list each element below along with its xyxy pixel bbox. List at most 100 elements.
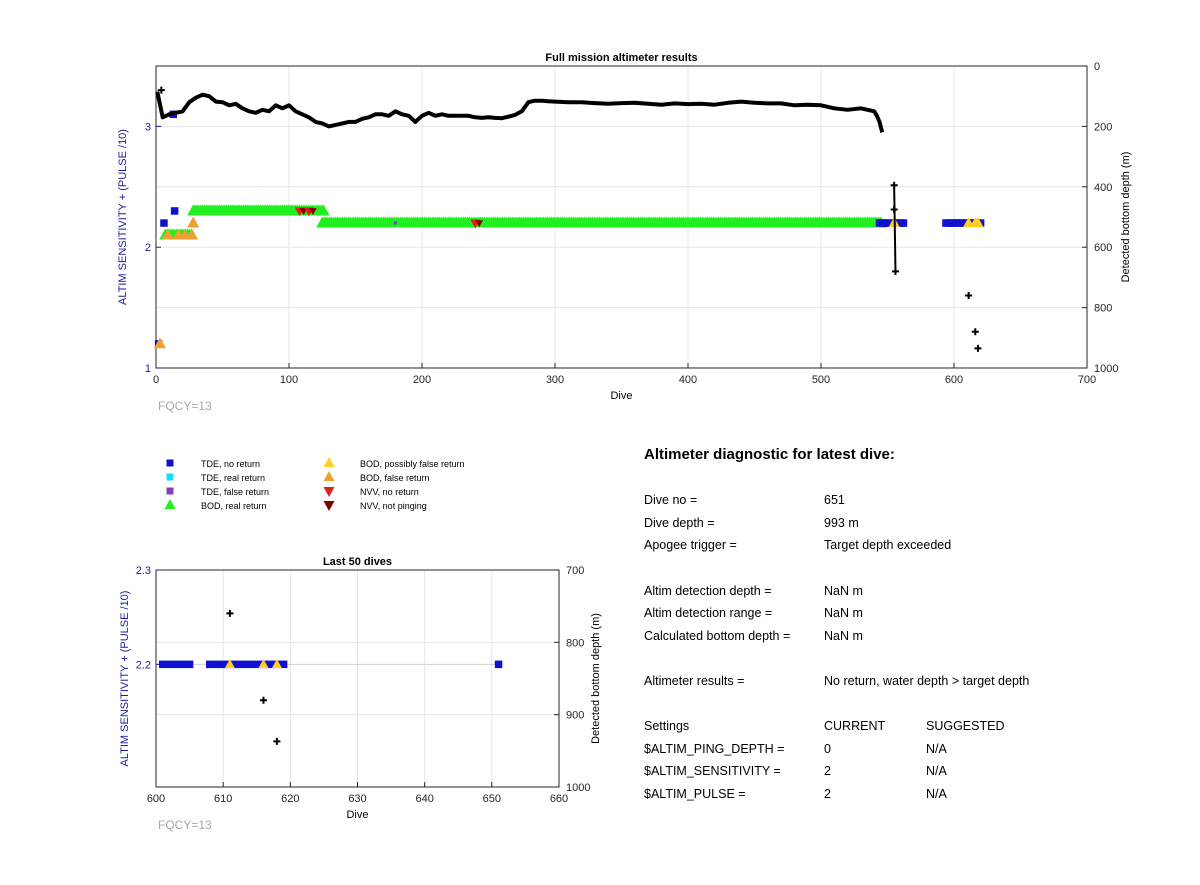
bod-possibly-false-marker bbox=[258, 658, 269, 668]
dive-no-value: 651 bbox=[824, 493, 845, 508]
x-tick-label: 600 bbox=[147, 793, 165, 805]
bod-false-return-marker bbox=[185, 228, 198, 240]
fqcy-note: FQCY=13 bbox=[158, 399, 212, 413]
tde-no-return-marker bbox=[165, 660, 174, 669]
results-row: Altimeter results = No return, water dep… bbox=[644, 670, 1164, 693]
bottom-depth-marker bbox=[890, 205, 898, 213]
tde-no-return-marker bbox=[279, 660, 288, 669]
x-tick-label: 650 bbox=[483, 793, 501, 805]
x-tick-label: 660 bbox=[550, 793, 568, 805]
x-tick-label: 640 bbox=[415, 793, 433, 805]
x-tick-label: 500 bbox=[812, 374, 830, 386]
legend-label: BOD, real return bbox=[201, 501, 267, 511]
bottom-depth-marker bbox=[259, 696, 267, 704]
y-axis-label: ALTIM SENSITIVITY + (PULSE /10) bbox=[119, 591, 131, 767]
tde-no-return-marker bbox=[239, 660, 248, 669]
bottom-depth-marker bbox=[157, 86, 165, 94]
bottom-depth-spike bbox=[893, 185, 897, 272]
setting-current: 0 bbox=[824, 741, 831, 756]
x-tick-label: 700 bbox=[1078, 374, 1096, 386]
settings-header-row: Settings CURRENT SUGGESTED bbox=[644, 715, 1164, 738]
bottom-depth-marker bbox=[891, 267, 899, 275]
legend-label: BOD, possibly false return bbox=[360, 459, 465, 469]
legend-label: TDE, no return bbox=[201, 459, 260, 469]
y2-axis-label: Detected bottom depth (m) bbox=[590, 613, 602, 744]
y2-axis-label: Detected bottom depth (m) bbox=[1120, 152, 1132, 283]
results-label: Altimeter results = bbox=[644, 674, 745, 689]
legend-marker bbox=[166, 459, 174, 467]
x-tick-label: 630 bbox=[348, 793, 366, 805]
bod-real-return-marker bbox=[317, 204, 330, 216]
setting-row-ping-depth: $ALTIM_PING_DEPTH = 0 N/A bbox=[644, 738, 1164, 761]
setting-suggested: N/A bbox=[926, 764, 947, 779]
x-tick-label: 610 bbox=[214, 793, 232, 805]
dive-no-row: Dive no = 651 bbox=[644, 489, 1164, 512]
y2-tick-label: 800 bbox=[566, 637, 584, 649]
legend-label: BOD, false return bbox=[360, 473, 430, 483]
setting-current: 2 bbox=[824, 764, 831, 779]
bod-possibly-false-marker bbox=[972, 217, 984, 228]
fqcy-note: FQCY=13 bbox=[158, 818, 212, 832]
tde-no-return-marker bbox=[170, 207, 179, 215]
calculated-depth-label: Calculated bottom depth = bbox=[644, 628, 791, 643]
dive-no-label: Dive no = bbox=[644, 493, 698, 508]
legend-label: NVV, not pinging bbox=[360, 501, 427, 511]
bod-possibly-false-marker bbox=[224, 658, 235, 668]
x-tick-label: 200 bbox=[413, 374, 431, 386]
x-tick-label: 400 bbox=[679, 374, 697, 386]
legend-marker bbox=[323, 501, 335, 511]
setting-row-sensitivity: $ALTIM_SENSITIVITY = 2 N/A bbox=[644, 760, 1164, 783]
settings-label: Settings bbox=[644, 719, 690, 734]
setting-name: $ALTIM_PULSE = bbox=[644, 787, 746, 802]
tde-no-return-marker bbox=[158, 660, 167, 669]
setting-suggested: N/A bbox=[926, 741, 947, 756]
legend-marker bbox=[323, 487, 335, 497]
bod-false-return-marker bbox=[153, 337, 167, 349]
legend-marker bbox=[323, 471, 335, 481]
tde-no-return-marker bbox=[246, 660, 254, 669]
x-tick-label: 300 bbox=[546, 374, 564, 386]
y2-tick-label: 1000 bbox=[1094, 363, 1118, 375]
tde-no-return-marker bbox=[172, 660, 180, 669]
diagnostic-panel: Altimeter diagnostic for latest dive: Di… bbox=[644, 446, 1164, 805]
diagnostic-title: Altimeter diagnostic for latest dive: bbox=[644, 446, 895, 463]
y-tick-label: 2.3 bbox=[136, 565, 151, 577]
tde-no-return-marker bbox=[160, 219, 168, 227]
nvv-not-pinging-marker bbox=[475, 220, 484, 228]
y2-tick-label: 800 bbox=[1094, 303, 1112, 315]
legend-marker bbox=[323, 457, 335, 467]
dive-depth-value: 993 m bbox=[824, 515, 859, 530]
bod-false-return-marker bbox=[161, 228, 175, 240]
setting-name: $ALTIM_PING_DEPTH = bbox=[644, 741, 785, 756]
setting-suggested: N/A bbox=[926, 787, 947, 802]
setting-row-pulse: $ALTIM_PULSE = 2 N/A bbox=[644, 783, 1164, 806]
bottom-depth-marker bbox=[226, 609, 234, 617]
current-header: CURRENT bbox=[824, 719, 886, 734]
tde-false-return-marker bbox=[393, 221, 397, 225]
detection-range-label: Altim detection range = bbox=[644, 606, 773, 621]
legend-label: NVV, no return bbox=[360, 487, 419, 497]
tde-no-return-marker bbox=[232, 660, 241, 669]
legend-marker bbox=[166, 487, 174, 495]
y-tick-label: 2.2 bbox=[136, 659, 151, 671]
bottom-depth-marker bbox=[273, 737, 281, 745]
x-tick-label: 100 bbox=[280, 374, 298, 386]
tde-no-return-marker bbox=[212, 660, 221, 669]
bod-false-return-marker bbox=[187, 216, 200, 228]
detection-range-row: Altim detection range = NaN m bbox=[644, 602, 1164, 625]
tde-no-return-marker bbox=[219, 660, 227, 669]
apogee-row: Apogee trigger = Target depth exceeded bbox=[644, 534, 1164, 557]
nvv-not-pinging-marker bbox=[309, 208, 317, 216]
legend-marker bbox=[166, 473, 174, 481]
tde-no-return-marker bbox=[266, 660, 274, 669]
tde-no-return-marker bbox=[494, 660, 503, 669]
chart-title: Last 50 dives bbox=[323, 556, 392, 568]
y-tick-label: 2 bbox=[145, 242, 151, 254]
setting-name: $ALTIM_SENSITIVITY = bbox=[644, 764, 781, 779]
legend-marker bbox=[164, 499, 176, 509]
y-axis-label: ALTIM SENSITIVITY + (PULSE /10) bbox=[117, 129, 129, 305]
plot-frame bbox=[155, 65, 1088, 369]
bottom-depth-line bbox=[155, 91, 885, 133]
dive-depth-row: Dive depth = 993 m bbox=[644, 512, 1164, 535]
legend-label: TDE, false return bbox=[201, 487, 269, 497]
